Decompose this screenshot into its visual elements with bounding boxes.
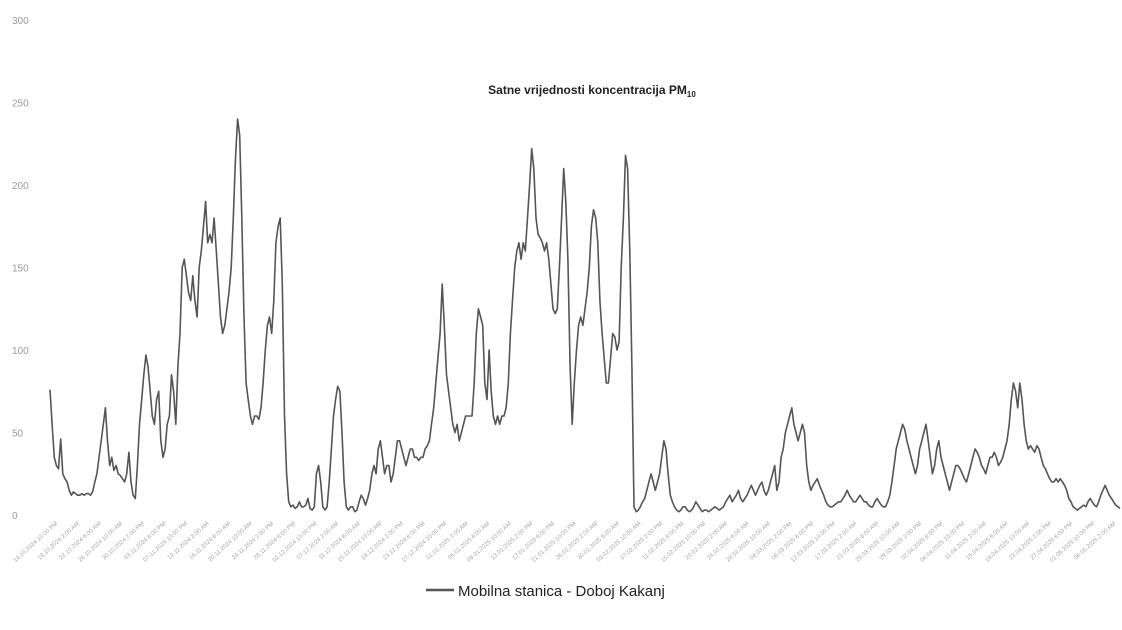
series-layer [49,118,1121,513]
y-tick-label: 200 [12,181,29,192]
x-tick-label: 06.05.2025 2:00 AM [1073,521,1117,561]
x-tick-label: 12.11.2024 2:00 AM [167,521,211,561]
x-tick-label: 11.12.2024 6:00 AM [318,521,362,561]
y-tick-label: 150 [12,264,29,275]
chart-title-subscript: 10 [687,90,696,99]
y-tick-label: 100 [12,346,29,357]
y-tick-label: 250 [12,99,29,110]
y-axis-ticks: 0 50 100 150 200 250 300 [12,16,29,522]
x-tick-label: 16.11.2024 6:00 AM [188,521,232,561]
legend: Mobilna stanica - Doboj Kakanj [426,583,665,600]
legend-label: Mobilna stanica - Doboj Kakanj [458,583,665,600]
series-line-0 [49,118,1121,513]
y-tick-label: 0 [12,511,18,522]
chart-title-text: Satne vrijednosti koncentracija PM [488,83,687,97]
y-tick-label: 300 [12,16,29,27]
x-tick-label: 11.04.2025 2:00 AM [944,521,988,561]
y-tick-label: 50 [12,429,24,440]
chart-title: Satne vrijednosti koncentracija PM10 [488,83,696,99]
